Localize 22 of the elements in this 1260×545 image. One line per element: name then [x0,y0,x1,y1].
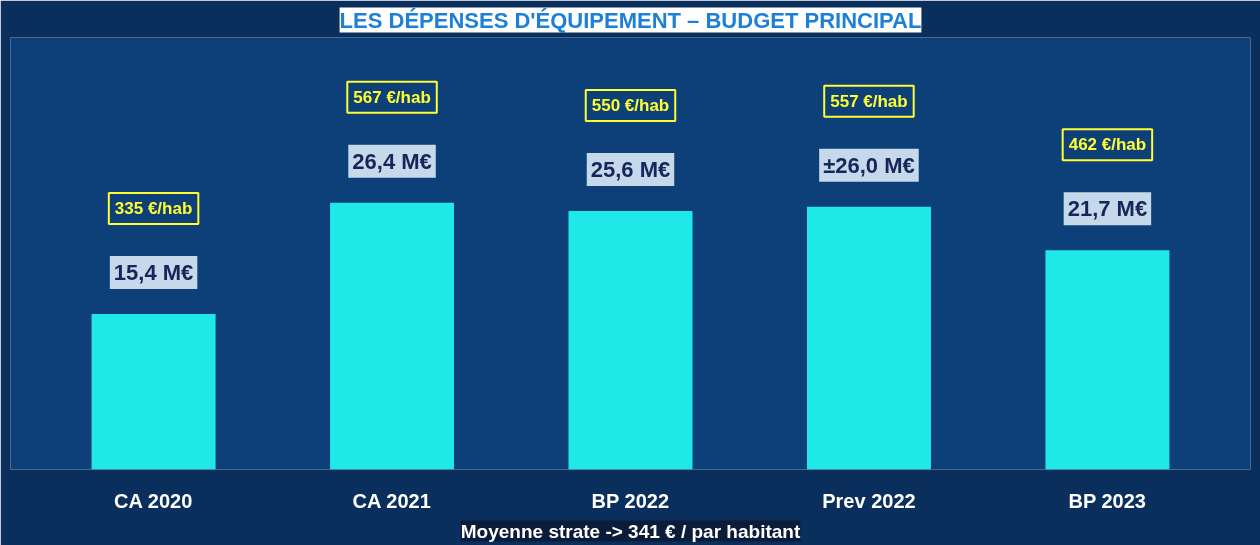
data-label: 25,6 M€ [590,156,671,182]
annotation: 335 €/hab [114,198,193,218]
bar [1045,250,1170,470]
text: 462 €/hab [1068,135,1147,155]
x-tick-label: CA 2021 [352,489,431,512]
x-tick-label: Prev 2022 [822,489,916,512]
bar [91,313,216,470]
text: Moyenne strate -> 341 € / par habitant [460,520,801,542]
data-label: 21,7 M€ [1067,196,1148,222]
x-tick-label: BP 2023 [1068,489,1146,512]
x-tick-label: BP 2022 [591,489,670,512]
text: 567 €/hab [353,87,431,107]
data-label: ±26,0 M€ [823,152,915,178]
bar [568,210,693,470]
chart-title: LES DÉPENSES D'ÉQUIPEMENT – BUDGET PRINCIPAL [339,7,922,33]
data-label: 26,4 M€ [352,148,432,174]
bar [330,202,455,470]
text: 557 €/hab [830,91,908,111]
data-label: 15,4 M€ [113,259,194,285]
text: 550 €/hab [591,95,670,115]
bar [806,206,931,470]
x-tick-label: CA 2020 [114,489,193,512]
